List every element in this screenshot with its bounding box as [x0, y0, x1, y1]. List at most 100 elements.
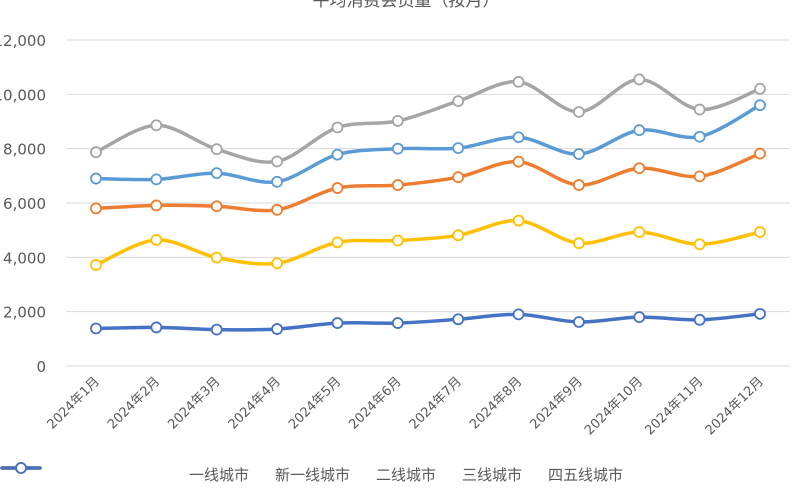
- data-point: [573, 148, 585, 161]
- data-point: [512, 214, 525, 227]
- y-axis-tick-labels: 0 2,000 4,000 6,000 8,000 10,000 12,000: [0, 32, 46, 376]
- data-point: [391, 317, 404, 329]
- legend-label: 新一线城市: [274, 465, 350, 484]
- data-point: [573, 179, 585, 191]
- data-point: [512, 155, 525, 168]
- data-point: [331, 148, 344, 161]
- y-tick-label: 8,000: [3, 141, 46, 159]
- legend-label: 二线城市: [375, 465, 436, 484]
- legend-label: 一线城市: [188, 465, 249, 484]
- data-point: [754, 226, 766, 238]
- series-3: [90, 73, 766, 168]
- data-point: [452, 171, 465, 184]
- y-tick-label: 4,000: [3, 249, 46, 267]
- series-1: [90, 99, 766, 188]
- data-point: [210, 167, 223, 180]
- legend: 一线城市 新一线城市 二线城市 三线城市 四五线城市: [0, 460, 812, 488]
- legend-item: 三线城市: [0, 462, 523, 485]
- data-point: [693, 103, 706, 116]
- y-tick-label: 10,000: [0, 86, 46, 104]
- x-tick-label: 2024年12月: [703, 374, 767, 438]
- x-axis-tick-labels: 2024年1月 2024年2月 2024年3月 2024年4月 2024年5月 2024年…: [45, 374, 767, 438]
- legend-item: 二线城市: [0, 462, 436, 485]
- data-point: [210, 323, 223, 336]
- data-point: [331, 121, 344, 134]
- data-point: [693, 130, 706, 143]
- x-tick-label: 2024年2月: [105, 374, 163, 432]
- series-line: [94, 77, 762, 164]
- data-point: [90, 146, 102, 159]
- data-point: [754, 307, 766, 320]
- data-point: [210, 143, 223, 156]
- legend-item: 一线城市: [0, 462, 249, 485]
- x-tick-label: 2024年7月: [407, 374, 465, 432]
- x-tick-label: 2024年1月: [45, 374, 103, 432]
- data-point: [150, 173, 163, 186]
- data-point: [271, 155, 283, 168]
- series-line: [94, 218, 762, 267]
- data-point: [331, 182, 344, 194]
- x-tick-label: 2024年5月: [286, 374, 344, 432]
- data-point: [452, 142, 465, 155]
- data-point: [90, 322, 102, 335]
- legend-item: 四五线城市: [0, 462, 624, 485]
- x-tick-label: 2024年10月: [582, 374, 646, 438]
- x-tick-label: 2024年11月: [642, 374, 706, 438]
- series-2: [90, 147, 766, 216]
- data-point: [90, 172, 102, 185]
- data-point: [573, 106, 585, 118]
- data-point: [271, 257, 283, 270]
- gridlines: [66, 39, 790, 367]
- data-point: [633, 124, 646, 137]
- chart-title: 平均消费会员量（按月）: [313, 0, 500, 11]
- x-tick-label: 2024年6月: [346, 374, 404, 432]
- data-point: [693, 313, 706, 326]
- data-point: [150, 234, 163, 246]
- data-point: [331, 317, 344, 329]
- series-line: [94, 312, 762, 332]
- data-point: [271, 203, 283, 216]
- data-point: [150, 321, 163, 334]
- data-point: [452, 313, 465, 326]
- data-point: [90, 202, 102, 215]
- data-point: [633, 311, 646, 324]
- data-point: [693, 170, 706, 183]
- data-point: [693, 238, 706, 251]
- y-tick-label: 12,000: [0, 32, 46, 50]
- series-lines: [90, 73, 766, 336]
- legend-label: 四五线城市: [548, 465, 624, 484]
- data-point: [512, 75, 525, 88]
- data-point: [331, 236, 344, 249]
- legend-item: 新一线城市: [0, 462, 350, 485]
- data-point: [754, 147, 766, 160]
- x-tick-label: 2024年9月: [528, 374, 586, 432]
- data-point: [271, 175, 283, 188]
- x-tick-label: 2024年4月: [226, 374, 284, 432]
- series-4: [90, 214, 766, 271]
- data-point: [452, 95, 465, 108]
- data-point: [391, 115, 404, 127]
- data-point: [90, 259, 102, 271]
- data-point: [391, 142, 404, 155]
- data-point: [573, 237, 585, 250]
- legend-label: 三线城市: [462, 465, 523, 484]
- data-point: [391, 179, 404, 191]
- data-point: [150, 119, 163, 132]
- data-point: [512, 308, 525, 321]
- data-point: [512, 131, 525, 144]
- data-point: [633, 226, 646, 238]
- x-tick-label: 2024年3月: [165, 374, 223, 432]
- x-tick-label: 2024年8月: [467, 374, 525, 432]
- data-point: [633, 73, 646, 86]
- data-point: [210, 200, 223, 213]
- y-tick-label: 2,000: [3, 304, 46, 322]
- y-tick-label: 0: [36, 358, 46, 376]
- data-point: [452, 229, 465, 242]
- series-5: [90, 307, 766, 336]
- legend-swatch: [0, 462, 42, 474]
- data-point: [573, 316, 585, 328]
- data-point: [633, 162, 646, 175]
- data-point: [754, 83, 766, 95]
